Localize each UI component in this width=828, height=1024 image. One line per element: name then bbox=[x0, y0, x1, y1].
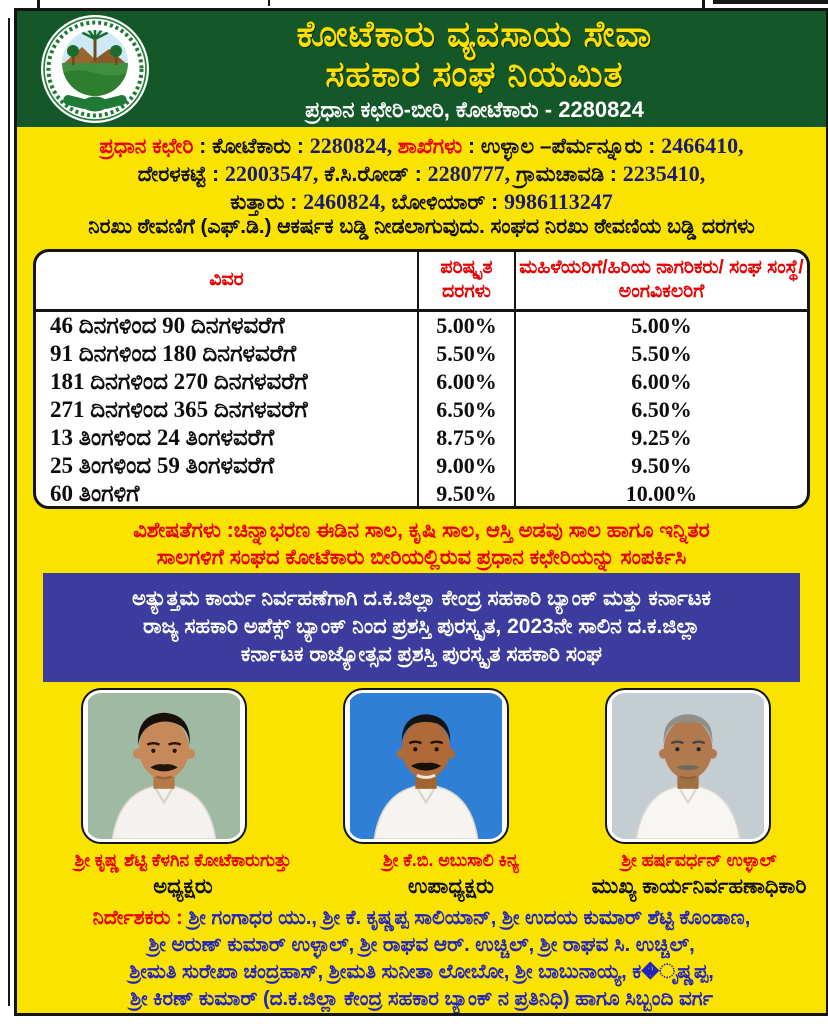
features-line-1: ವಿಶೇಷತೆಗಳು :ಚಿನ್ನಾಭರಣ ಈಡಿನ ಸಾಲ, ಕೃಷಿ ಸಾಲ… bbox=[133, 518, 710, 542]
row-label: 181 ದಿನಗಳಿಂದ 270 ದಿನಗಳವರೆಗೆ bbox=[50, 368, 308, 394]
row-rate: 8.75% bbox=[417, 423, 514, 452]
vice-president-caption: ಶ್ರೀ ಕೆ.ಬಿ. ಅಬುಸಾಲಿ ಕಿನ್ಯ ಉಪಾಧ್ಯಕ್ಷರು bbox=[345, 848, 557, 902]
table-row: 60 ತಿಂಗಳಿಗೆ 9.50% 10.00% bbox=[36, 479, 807, 506]
print-margin-line bbox=[8, 18, 10, 1006]
president-photo bbox=[81, 688, 247, 845]
table-row: 91 ದಿನಗಳಿಂದ 180 ದಿನಗಳವರೆಗೆ 5.50% 5.50% bbox=[36, 339, 807, 368]
society-title-line2: ಸಹಕಾರ ಸಂಘ ನಿಯಮಿತ bbox=[325, 53, 624, 94]
crop-mark bbox=[713, 0, 828, 4]
rates-table-body: 46 ದಿನಗಳಿಂದ 90 ದಿನಗಳವರೆಗೆ 5.00% 5.00% 91… bbox=[36, 311, 807, 506]
rates-table-header: ವಿವರ ಪರಿಷ್ಕೃತ ದರಗಳು ಮಹಿಳೆಯರಿಗೆ/ಹಿರಿಯ ನಾಗ… bbox=[36, 251, 807, 312]
row-rate: 6.50% bbox=[417, 395, 514, 424]
portrait-man-dark-hair-blue-background bbox=[349, 693, 503, 840]
header-revised-rates: ಪರಿಷ್ಕೃತ ದರಗಳು bbox=[417, 251, 514, 309]
fixed-deposit-notice: ನಿರಖು ಠೇವಣಿಗೆ (ಎಫ್.ಡಿ.) ಆಕರ್ಷಕ ಬಡ್ಡಿ ನೀಡ… bbox=[88, 215, 755, 238]
row-rate: 5.00% bbox=[417, 311, 514, 340]
ceo-caption: ಶ್ರೀ ಹರ್ಷವರ್ಧನ್ ಉಳ್ಳಾಲ್ ಮುಖ್ಯ ಕಾರ್ಯನಿರ್ವ… bbox=[573, 848, 825, 902]
directors-line-4: ಶ್ರೀ ಕಿರಣ್ ಕುಮಾರ್ (ದ.ಕ.ಜಿಲ್ಲಾ ಕೇಂದ್ರ ಸಹಕ… bbox=[130, 987, 713, 1010]
loan-features-text: ವಿಶೇಷತೆಗಳು :ಚಿನ್ನಾಭರಣ ಈಡಿನ ಸಾಲ, ಕೃಷಿ ಸಾಲ… bbox=[17, 513, 826, 571]
office-bearers-names: ಶ್ರೀ ಕೃಷ್ಣ ಶೆಟ್ಟಿ ಕೆಳಗಿನ ಕೋಟೆಕಾರುಗುತ್ತು … bbox=[17, 846, 826, 902]
award-line-1: ಅತ್ಯುತ್ತಮ ಕಾರ್ಯ ನಿರ್ವಹಣೆಗಾಗಿ ದ.ಕ.ಜಿಲ್ಲಾ … bbox=[132, 587, 711, 611]
features-line-2: ಸಾಲಗಳಿಗೆ ಸಂಘದ ಕೋಟೆಕಾರು ಬೀರಿಯಲ್ಲಿರುವ ಪ್ರಧ… bbox=[156, 545, 687, 569]
row-special-rate: 9.25% bbox=[514, 423, 807, 452]
vice-president-title: ಉಪಾಧ್ಯಕ್ಷರು bbox=[408, 875, 494, 899]
row-special-rate: 6.50% bbox=[514, 395, 807, 424]
award-banner: ಅತ್ಯುತ್ತಮ ಕಾರ್ಯ ನಿರ್ವಹಣೆಗಾಗಿ ದ.ಕ.ಜಿಲ್ಲಾ … bbox=[43, 572, 800, 683]
interest-rates-table: ವಿವರ ಪರಿಷ್ಕೃತ ದರಗಳು ಮಹಿಳೆಯರಿಗೆ/ಹಿರಿಯ ನಾಗ… bbox=[33, 248, 810, 509]
contact-line-3: ಕುತ್ತಾರು : 2460824, ಬೋಳಿಯಾರ್ : 998611324… bbox=[230, 189, 613, 214]
crop-mark bbox=[702, 0, 705, 10]
row-label: 271 ದಿನಗಳಿಂದ 365 ದಿನಗಳವರೆಗೆ bbox=[50, 396, 308, 422]
row-label: 25 ತಿಂಗಳಿಂದ 59 ತಿಂಗಳವರೆಗೆ bbox=[50, 452, 275, 478]
directors-line-2: ಶ್ರೀ ಅರುಣ್ ಕುಮಾರ್ ಉಳ್ಳಾಲ್, ಶ್ರೀ ರಾಘವ ಆರ್… bbox=[148, 933, 695, 956]
emblem-icon bbox=[41, 15, 149, 123]
row-rate: 9.00% bbox=[417, 451, 514, 480]
header-details: ವಿವರ bbox=[209, 269, 244, 291]
header-banner: ಕೋಟೆಕಾರು ವ್ಯವಸಾಯ ಸೇವಾ ಸಹಕಾರ ಸಂಘ ನಿಯಮಿತ ಪ… bbox=[17, 11, 826, 127]
row-rate: 6.00% bbox=[417, 367, 514, 396]
society-title-line1: ಕೋಟೆಕಾರು ವ್ಯವಸಾಯ ಸೇವಾ bbox=[296, 13, 653, 54]
row-label: 60 ತಿಂಗಳಿಗೆ bbox=[50, 480, 140, 506]
contact-section: ಪ್ರಧಾನ ಕಛೇರಿ : ಕೋಟೆಕಾರು : 2280824, ಶಾಖೆಗ… bbox=[17, 127, 826, 215]
row-label: 13 ತಿಂಗಳಿಂದ 24 ತಿಂಗಳವರೆಗೆ bbox=[50, 424, 275, 450]
handshake-icon bbox=[63, 95, 127, 112]
rates-table-wrap: ವಿವರ ಪರಿಷ್ಕೃತ ದರಗಳು ಮಹಿಳೆಯರಿಗೆ/ಹಿರಿಯ ನಾಗ… bbox=[17, 243, 826, 513]
row-special-rate: 10.00% bbox=[514, 479, 807, 506]
society-emblem-logo bbox=[31, 13, 159, 125]
society-poster: ಕೋಟೆಕಾರು ವ್ಯವಸಾಯ ಸೇವಾ ಸಹಕಾರ ಸಂಘ ನಿಯಮಿತ ಪ… bbox=[14, 8, 828, 1016]
row-rate: 9.50% bbox=[417, 479, 514, 506]
row-special-rate: 5.50% bbox=[514, 339, 807, 368]
portrait-man-dark-hair-green-background bbox=[87, 693, 241, 840]
portrait-man-grey-hair-grey-background bbox=[611, 693, 765, 840]
office-bearers-photos bbox=[17, 682, 826, 846]
directors-line-1: ನಿರ್ದೇಶಕರು : ಶ್ರೀ ಗಂಗಾಧರ ಯು., ಶ್ರೀ ಕೆ. ಕ… bbox=[92, 906, 751, 929]
president-title: ಅಧ್ಯಕ್ಷರು bbox=[153, 875, 213, 899]
vice-president-photo bbox=[343, 688, 509, 845]
row-label: 91 ದಿನಗಳಿಂದ 180 ದಿನಗಳವರೆಗೆ bbox=[50, 340, 297, 366]
table-row: 25 ತಿಂಗಳಿಂದ 59 ತಿಂಗಳವರೆಗೆ 9.00% 9.50% bbox=[36, 451, 807, 480]
row-special-rate: 9.50% bbox=[514, 451, 807, 480]
award-line-3: ಕರ್ನಾಟಕ ರಾಜ್ಯೋತ್ಸವ ಪ್ರಶಸ್ತಿ ಪುರಸ್ಕೃತ ಸಹಕ… bbox=[240, 643, 603, 667]
president-caption: ಶ್ರೀ ಕೃಷ್ಣ ಶೆಟ್ಟಿ ಕೆಳಗಿನ ಕೋಟೆಕಾರುಗುತ್ತು … bbox=[33, 848, 333, 902]
president-name: ಶ್ರೀ ಕೃಷ್ಣ ಶೆಟ್ಟಿ ಕೆಳಗಿನ ಕೋಟೆಕಾರುಗುತ್ತು bbox=[74, 850, 292, 871]
contact-line-1: ಪ್ರಧಾನ ಕಛೇರಿ : ಕೋಟೆಕಾರು : 2280824, ಶಾಖೆಗ… bbox=[99, 133, 744, 158]
directors-section: ನಿರ್ದೇಶಕರು : ಶ್ರೀ ಗಂಗಾಧರ ಯು., ಶ್ರೀ ಕೆ. ಕ… bbox=[17, 902, 826, 1013]
header-special-rates: ಮಹಿಳೆಯರಿಗೆ/ಹಿರಿಯ ನಾಗರಿಕರು/ ಸಂಘ ಸಂಸ್ಥೆ/ ಅ… bbox=[514, 251, 807, 309]
row-label: 46 ದಿನಗಳಿಂದ 90 ದಿನಗಳವರೆಗೆ bbox=[50, 312, 285, 338]
directors-line-3: ಶ್ರೀಮತಿ ಸುರೇಖಾ ಚಂದ್ರಹಾಸ್, ಶ್ರೀಮತಿ ಸುನೀತಾ… bbox=[129, 960, 714, 983]
contact-line-2: ದೇರಳಕಟ್ಟೆ : 22003547, ಕೆ.ಸಿ.ರೋಡ್ : 22807… bbox=[137, 161, 706, 186]
row-special-rate: 6.00% bbox=[514, 367, 807, 396]
table-row: 13 ತಿಂಗಳಿಂದ 24 ತಿಂಗಳವರೆಗೆ 8.75% 9.25% bbox=[36, 423, 807, 452]
crop-mark bbox=[37, 0, 40, 9]
row-special-rate: 5.00% bbox=[514, 311, 807, 340]
table-row: 271 ದಿನಗಳಿಂದ 365 ದಿನಗಳವರೆಗೆ 6.50% 6.50% bbox=[36, 395, 807, 424]
vice-president-name: ಶ್ರೀ ಕೆ.ಬಿ. ಅಬುಸಾಲಿ ಕಿನ್ಯ bbox=[383, 850, 519, 871]
ceo-photo bbox=[605, 688, 771, 845]
ceo-title: ಮುಖ್ಯ ಕಾರ್ಯನಿರ್ವಹಣಾಧಿಕಾರಿ bbox=[591, 875, 807, 899]
row-rate: 5.50% bbox=[417, 339, 514, 368]
table-row: 181 ದಿನಗಳಿಂದ 270 ದಿನಗಳವರೆಗೆ 6.00% 6.00% bbox=[36, 367, 807, 396]
table-row: 46 ದಿನಗಳಿಂದ 90 ದಿನಗಳವರೆಗೆ 5.00% 5.00% bbox=[36, 311, 807, 340]
head-office-subtitle: ಪ್ರಧಾನ ಕಛೇರಿ-ಬೀರಿ, ಕೋಟೆಕಾರು - 2280824 bbox=[305, 97, 644, 122]
award-line-2: ರಾಜ್ಯ ಸಹಕಾರಿ ಅಪೆಕ್ಸ್ ಬ್ಯಾಂಕ್ ನಿಂದ ಪ್ರಶಸ್… bbox=[143, 615, 700, 639]
ceo-name: ಶ್ರೀ ಹರ್ಷವರ್ಧನ್ ಉಳ್ಳಾಲ್ bbox=[621, 850, 777, 871]
crop-mark bbox=[268, 0, 270, 6]
